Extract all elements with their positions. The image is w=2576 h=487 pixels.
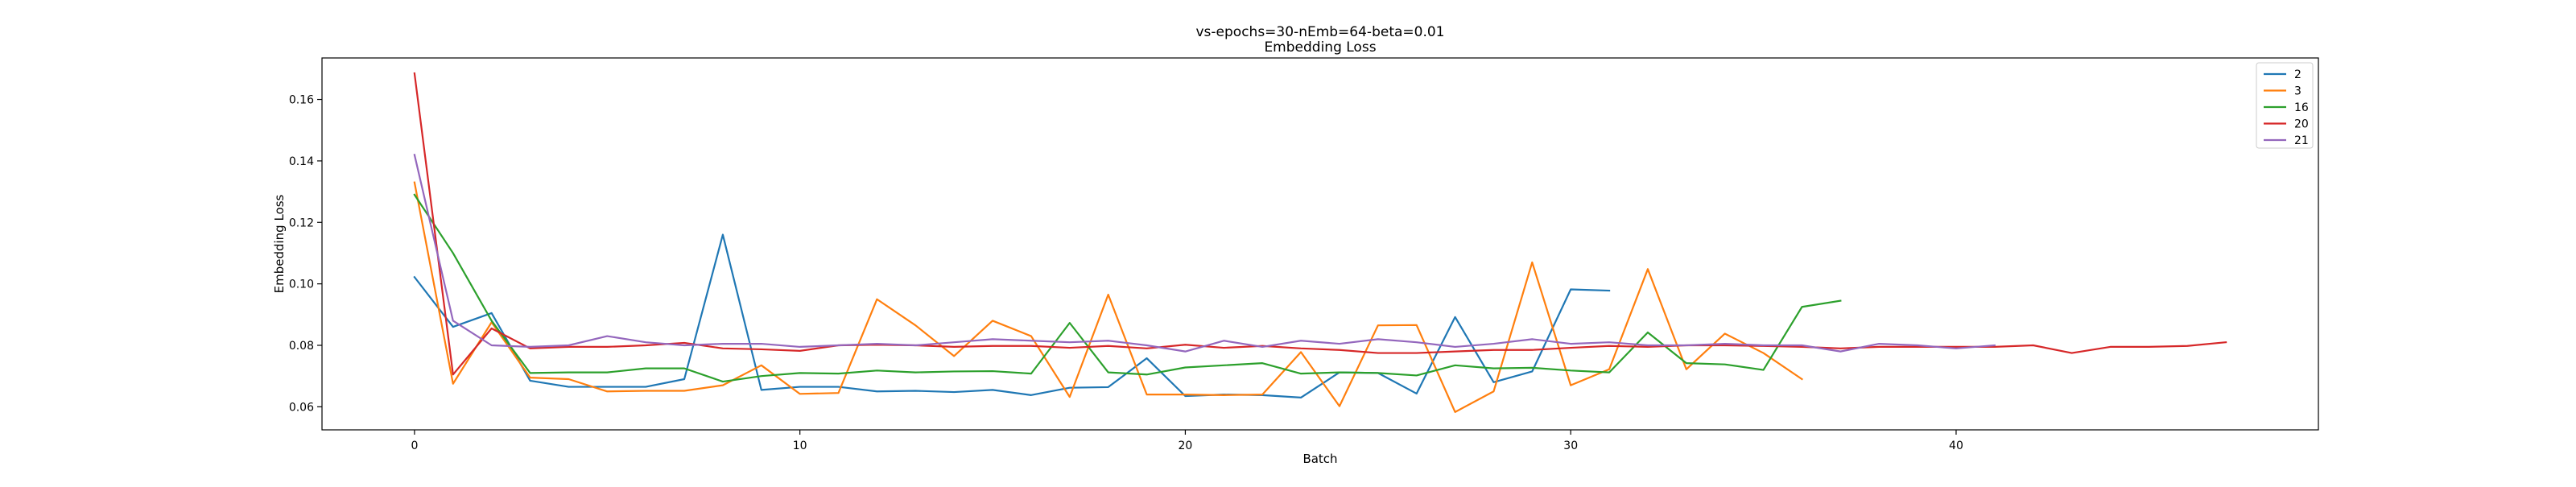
x-tick-label: 20 xyxy=(1179,440,1193,452)
series-line-20 xyxy=(413,72,2227,376)
axes-frame xyxy=(321,57,2319,431)
chart-title: vs-epochs=30-nEmb=64-beta=0.01 xyxy=(1196,24,1445,40)
y-tick-label: 0.08 xyxy=(289,340,314,353)
series-layer xyxy=(413,72,2227,413)
x-tick-label: 30 xyxy=(1563,440,1578,452)
y-axis-label: Embedding Loss xyxy=(272,194,287,293)
y-tick-label: 0.06 xyxy=(289,401,314,414)
x-axis-label: Batch xyxy=(1302,452,1337,466)
x-axis-ticks: 0 10 20 30 40 xyxy=(411,430,1963,452)
series-line-2 xyxy=(413,233,1611,399)
x-tick-label: 0 xyxy=(411,440,418,452)
series-line-21 xyxy=(413,153,1996,353)
legend-label-21: 21 xyxy=(2294,134,2309,147)
chart-legend: 2 3 16 20 21 xyxy=(2256,62,2314,149)
y-tick-label: 0.14 xyxy=(289,155,314,168)
chart-subtitle: Embedding Loss xyxy=(1264,39,1376,56)
legend-label-16: 16 xyxy=(2294,101,2309,114)
x-tick-label: 10 xyxy=(793,440,807,452)
x-tick-label: 40 xyxy=(1949,440,1963,452)
y-tick-label: 0.16 xyxy=(289,94,314,107)
series-line-3 xyxy=(413,181,1803,413)
legend-label-3: 3 xyxy=(2294,85,2301,98)
series-line-16 xyxy=(413,193,1842,383)
legend-label-2: 2 xyxy=(2294,68,2301,81)
legend-label-20: 20 xyxy=(2294,118,2309,131)
y-axis-ticks: 0.06 0.08 0.10 0.12 0.14 0.16 xyxy=(289,94,322,414)
legend-box xyxy=(2256,62,2314,149)
plot-area xyxy=(321,57,2319,431)
y-tick-label: 0.12 xyxy=(289,217,314,229)
legend-items: 2 3 16 20 21 xyxy=(2264,68,2309,147)
y-tick-label: 0.10 xyxy=(289,279,314,291)
